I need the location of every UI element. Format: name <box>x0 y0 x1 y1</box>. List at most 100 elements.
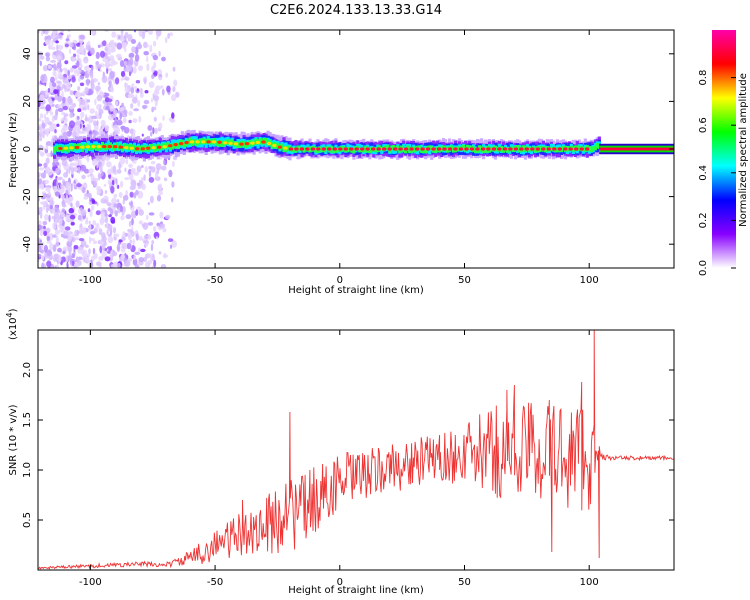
noise-blob <box>141 133 144 137</box>
noise-blob <box>39 167 44 171</box>
noise-blob <box>104 256 111 262</box>
noise-blob <box>80 99 86 106</box>
noise-blob <box>109 104 114 112</box>
ridge-band <box>428 145 432 150</box>
noise-blob <box>65 189 69 198</box>
y-tick-label: 2.0 <box>22 362 33 378</box>
noise-blob <box>156 168 160 175</box>
noise-blob <box>121 42 127 49</box>
noise-blob <box>117 247 120 252</box>
noise-blob <box>65 82 72 90</box>
ridge-band <box>160 143 164 150</box>
noise-blob <box>115 178 118 185</box>
ridge-band <box>527 147 531 152</box>
ridge-band <box>324 146 328 151</box>
ridge-peak <box>497 147 502 151</box>
noise-blob <box>132 238 135 246</box>
noise-blob <box>105 105 111 111</box>
noise-blob <box>99 245 103 254</box>
noise-blob <box>77 108 82 113</box>
noise-blob <box>46 227 51 234</box>
noise-blob <box>93 130 99 136</box>
noise-blob <box>167 238 174 243</box>
noise-blob <box>148 212 155 216</box>
noise-blob <box>60 212 65 218</box>
noise-blob <box>63 113 69 117</box>
ridge-peak <box>151 146 156 150</box>
noise-blob <box>128 119 132 124</box>
noise-blob <box>47 44 53 50</box>
noise-blob <box>153 226 157 232</box>
noise-blob <box>140 87 143 95</box>
ridge-band <box>188 137 192 144</box>
noise-blob <box>172 160 175 168</box>
noise-blob <box>105 213 108 217</box>
noise-blob <box>108 80 112 87</box>
ridge-peak <box>168 144 173 148</box>
ridge-band <box>286 145 290 151</box>
ridge-peak <box>574 147 579 151</box>
ridge-band <box>270 142 274 149</box>
stable-band-core <box>599 147 674 151</box>
noise-blob <box>119 112 122 120</box>
noise-blob <box>73 53 77 57</box>
noise-blob <box>42 65 49 72</box>
ridge-peak <box>173 143 178 147</box>
noise-blob <box>111 202 114 208</box>
ridge-band <box>499 145 504 151</box>
noise-blob <box>154 127 158 134</box>
noise-blob <box>55 235 59 244</box>
noise-blob <box>72 130 77 138</box>
ridge-band <box>164 142 168 149</box>
noise-blob <box>175 91 180 98</box>
noise-blob <box>62 250 66 255</box>
noise-blob <box>98 228 103 236</box>
ridge-peak <box>239 142 244 146</box>
ridge-band <box>78 143 83 149</box>
x-tick-label: 0 <box>337 275 343 286</box>
noise-blob <box>89 108 95 114</box>
ridge-band <box>591 146 595 151</box>
noise-blob <box>98 256 104 261</box>
noise-blob <box>58 255 62 263</box>
ridge-peak <box>179 142 184 146</box>
ridge-band <box>55 146 59 152</box>
noise-blob <box>113 236 117 241</box>
noise-blob <box>57 72 63 80</box>
noise-blob <box>65 169 69 175</box>
noise-blob <box>85 244 89 248</box>
noise-blob <box>38 54 41 62</box>
ridge-peak <box>96 145 102 149</box>
noise-blob <box>56 80 62 84</box>
noise-blob <box>119 107 124 112</box>
ridge-band <box>53 146 57 153</box>
noise-blob <box>138 220 144 225</box>
noise-blob <box>76 115 80 120</box>
noise-blob <box>122 199 126 205</box>
noise-blob <box>94 98 97 106</box>
ridge-peak <box>294 147 299 151</box>
ridge-peak <box>475 147 480 151</box>
noise-blob <box>116 169 122 174</box>
noise-blob <box>130 94 135 98</box>
y-tick-label: -40 <box>22 236 33 252</box>
noise-blob <box>61 203 67 208</box>
noise-blob <box>121 102 124 108</box>
noise-blob <box>148 30 153 35</box>
ridge-peak <box>464 147 469 151</box>
noise-blob <box>138 235 143 241</box>
noise-blob <box>78 159 82 165</box>
colorbar-tick-label: 0.4 <box>698 165 709 181</box>
ridge-peak <box>244 142 250 146</box>
noise-blob <box>74 237 80 241</box>
ridge-band <box>434 148 438 153</box>
noise-blob <box>106 161 112 168</box>
noise-blob <box>74 166 78 173</box>
ridge-peak <box>360 147 365 151</box>
noise-blob <box>97 82 101 86</box>
noise-blob <box>39 228 44 237</box>
noise-blob <box>64 43 69 48</box>
noise-blob <box>57 95 63 102</box>
noise-blob <box>138 115 142 123</box>
ridge-peak <box>113 145 118 149</box>
